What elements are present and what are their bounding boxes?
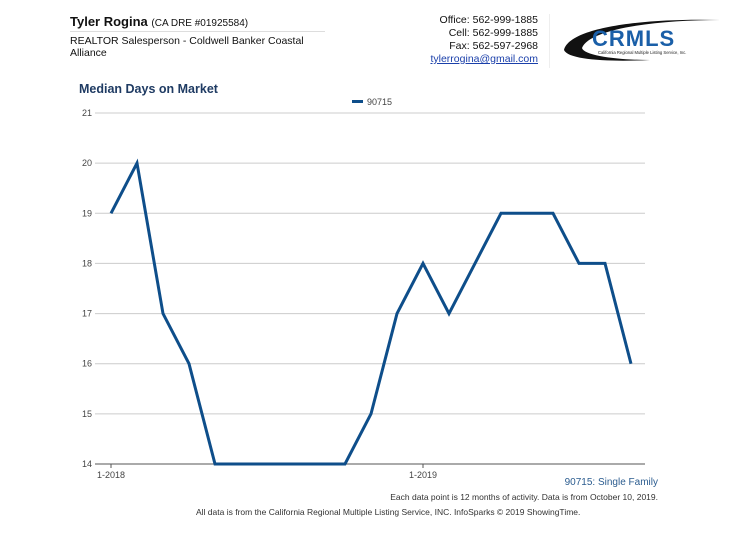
divider xyxy=(549,14,550,68)
agent-title: REALTOR Salesperson - Coldwell Banker Co… xyxy=(70,35,304,59)
y-tick-label: 14 xyxy=(82,459,92,469)
logo-text: CRMLS xyxy=(592,26,675,51)
y-tick-label: 20 xyxy=(82,158,92,168)
y-tick-label: 16 xyxy=(82,359,92,369)
agent-name-line: Tyler Rogina (CA DRE #01925584) xyxy=(70,14,325,32)
data-source: All data is from the California Regional… xyxy=(196,507,581,517)
chart-title: Median Days on Market xyxy=(79,82,218,96)
x-tick-label: 1-2018 xyxy=(97,470,125,480)
legend-label: 90715 xyxy=(367,97,392,107)
legend-swatch xyxy=(352,100,363,103)
agent-info: Tyler Rogina (CA DRE #01925584) REALTOR … xyxy=(70,14,325,59)
cell-phone: Cell: 562-999-1885 xyxy=(448,27,538,39)
office-phone: Office: 562-999-1885 xyxy=(439,14,538,26)
logo-subtext: California Regional Multiple Listing Ser… xyxy=(598,50,686,55)
y-tick-label: 17 xyxy=(82,309,92,319)
y-tick-label: 19 xyxy=(82,208,92,218)
email-link[interactable]: tylerrogina@gmail.com xyxy=(430,53,538,65)
x-tick-label: 1-2019 xyxy=(409,470,437,480)
contact-info: Office: 562-999-1885 Cell: 562-999-1885 … xyxy=(430,14,538,66)
y-tick-label: 18 xyxy=(82,258,92,268)
y-tick-label: 15 xyxy=(82,409,92,419)
y-tick-label: 21 xyxy=(82,108,92,118)
agent-name: Tyler Rogina xyxy=(70,14,148,29)
agent-dre: (CA DRE #01925584) xyxy=(151,18,249,29)
crmls-logo: CRMLS California Regional Multiple Listi… xyxy=(564,19,720,61)
series-label: 90715: Single Family xyxy=(564,477,658,488)
series-line-90715 xyxy=(109,158,633,466)
data-note: Each data point is 12 months of activity… xyxy=(390,492,658,502)
fax-number: Fax: 562-597-2968 xyxy=(449,40,538,52)
